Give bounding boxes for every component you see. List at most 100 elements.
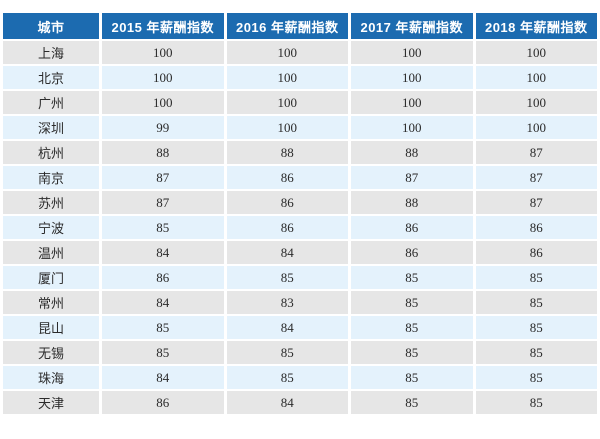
- value-cell: 84: [226, 316, 348, 339]
- city-cell: 上海: [3, 41, 99, 64]
- value-cell: 88: [351, 191, 473, 214]
- header-2017: 2017 年薪酬指数: [351, 13, 473, 39]
- city-cell: 深圳: [3, 116, 99, 139]
- value-cell: 85: [475, 366, 597, 389]
- table-row: 珠海 84 85 85 85: [3, 366, 597, 389]
- value-cell: 87: [102, 166, 224, 189]
- header-city: 城市: [3, 13, 99, 39]
- city-cell: 昆山: [3, 316, 99, 339]
- city-cell: 厦门: [3, 266, 99, 289]
- header-2015: 2015 年薪酬指数: [102, 13, 224, 39]
- value-cell: 85: [475, 341, 597, 364]
- value-cell: 87: [351, 166, 473, 189]
- city-cell: 广州: [3, 91, 99, 114]
- value-cell: 86: [475, 241, 597, 264]
- city-cell: 北京: [3, 66, 99, 89]
- city-cell: 常州: [3, 291, 99, 314]
- value-cell: 85: [351, 266, 473, 289]
- header-2018: 2018 年薪酬指数: [475, 13, 597, 39]
- table-row: 广州 100 100 100 100: [3, 91, 597, 114]
- value-cell: 85: [102, 341, 224, 364]
- table-row: 深圳 99 100 100 100: [3, 116, 597, 139]
- table-row: 温州 84 84 86 86: [3, 241, 597, 264]
- city-cell: 杭州: [3, 141, 99, 164]
- value-cell: 99: [102, 116, 224, 139]
- table-header: 城市 2015 年薪酬指数 2016 年薪酬指数 2017 年薪酬指数 2018…: [3, 13, 597, 39]
- value-cell: 85: [351, 366, 473, 389]
- value-cell: 100: [226, 66, 348, 89]
- value-cell: 85: [475, 316, 597, 339]
- city-cell: 温州: [3, 241, 99, 264]
- value-cell: 100: [475, 116, 597, 139]
- value-cell: 84: [226, 391, 348, 414]
- value-cell: 87: [475, 141, 597, 164]
- value-cell: 86: [102, 266, 224, 289]
- value-cell: 85: [102, 216, 224, 239]
- salary-index-table-wrap: 城市 2015 年薪酬指数 2016 年薪酬指数 2017 年薪酬指数 2018…: [0, 11, 600, 416]
- value-cell: 85: [351, 391, 473, 414]
- city-cell: 宁波: [3, 216, 99, 239]
- value-cell: 87: [102, 191, 224, 214]
- value-cell: 83: [226, 291, 348, 314]
- value-cell: 85: [351, 291, 473, 314]
- table-row: 厦门 86 85 85 85: [3, 266, 597, 289]
- header-row: 城市 2015 年薪酬指数 2016 年薪酬指数 2017 年薪酬指数 2018…: [3, 13, 597, 39]
- table-row: 苏州 87 86 88 87: [3, 191, 597, 214]
- table-row: 杭州 88 88 88 87: [3, 141, 597, 164]
- value-cell: 100: [102, 66, 224, 89]
- table-row: 昆山 85 84 85 85: [3, 316, 597, 339]
- salary-index-table: 城市 2015 年薪酬指数 2016 年薪酬指数 2017 年薪酬指数 2018…: [0, 11, 600, 416]
- table-row: 上海 100 100 100 100: [3, 41, 597, 64]
- value-cell: 85: [351, 316, 473, 339]
- value-cell: 100: [102, 91, 224, 114]
- value-cell: 85: [226, 266, 348, 289]
- value-cell: 84: [102, 291, 224, 314]
- city-cell: 南京: [3, 166, 99, 189]
- value-cell: 88: [226, 141, 348, 164]
- value-cell: 86: [226, 191, 348, 214]
- value-cell: 85: [475, 291, 597, 314]
- value-cell: 100: [351, 91, 473, 114]
- value-cell: 88: [351, 141, 473, 164]
- value-cell: 84: [102, 241, 224, 264]
- value-cell: 86: [226, 166, 348, 189]
- value-cell: 84: [226, 241, 348, 264]
- value-cell: 86: [351, 241, 473, 264]
- value-cell: 100: [351, 66, 473, 89]
- table-row: 天津 86 84 85 85: [3, 391, 597, 414]
- value-cell: 100: [475, 91, 597, 114]
- value-cell: 100: [226, 41, 348, 64]
- value-cell: 100: [475, 41, 597, 64]
- city-cell: 无锡: [3, 341, 99, 364]
- value-cell: 100: [475, 66, 597, 89]
- value-cell: 87: [475, 191, 597, 214]
- value-cell: 85: [226, 341, 348, 364]
- city-cell: 珠海: [3, 366, 99, 389]
- value-cell: 84: [102, 366, 224, 389]
- value-cell: 85: [226, 366, 348, 389]
- table-row: 常州 84 83 85 85: [3, 291, 597, 314]
- value-cell: 85: [475, 391, 597, 414]
- table-row: 北京 100 100 100 100: [3, 66, 597, 89]
- value-cell: 86: [351, 216, 473, 239]
- value-cell: 86: [226, 216, 348, 239]
- value-cell: 100: [226, 116, 348, 139]
- value-cell: 85: [351, 341, 473, 364]
- table-row: 南京 87 86 87 87: [3, 166, 597, 189]
- city-cell: 苏州: [3, 191, 99, 214]
- table-body: 上海 100 100 100 100 北京 100 100 100 100 广州…: [3, 41, 597, 414]
- value-cell: 100: [102, 41, 224, 64]
- value-cell: 88: [102, 141, 224, 164]
- value-cell: 85: [102, 316, 224, 339]
- table-row: 无锡 85 85 85 85: [3, 341, 597, 364]
- value-cell: 100: [351, 41, 473, 64]
- value-cell: 86: [102, 391, 224, 414]
- city-cell: 天津: [3, 391, 99, 414]
- value-cell: 100: [351, 116, 473, 139]
- value-cell: 85: [475, 266, 597, 289]
- table-row: 宁波 85 86 86 86: [3, 216, 597, 239]
- header-2016: 2016 年薪酬指数: [226, 13, 348, 39]
- value-cell: 86: [475, 216, 597, 239]
- value-cell: 87: [475, 166, 597, 189]
- value-cell: 100: [226, 91, 348, 114]
